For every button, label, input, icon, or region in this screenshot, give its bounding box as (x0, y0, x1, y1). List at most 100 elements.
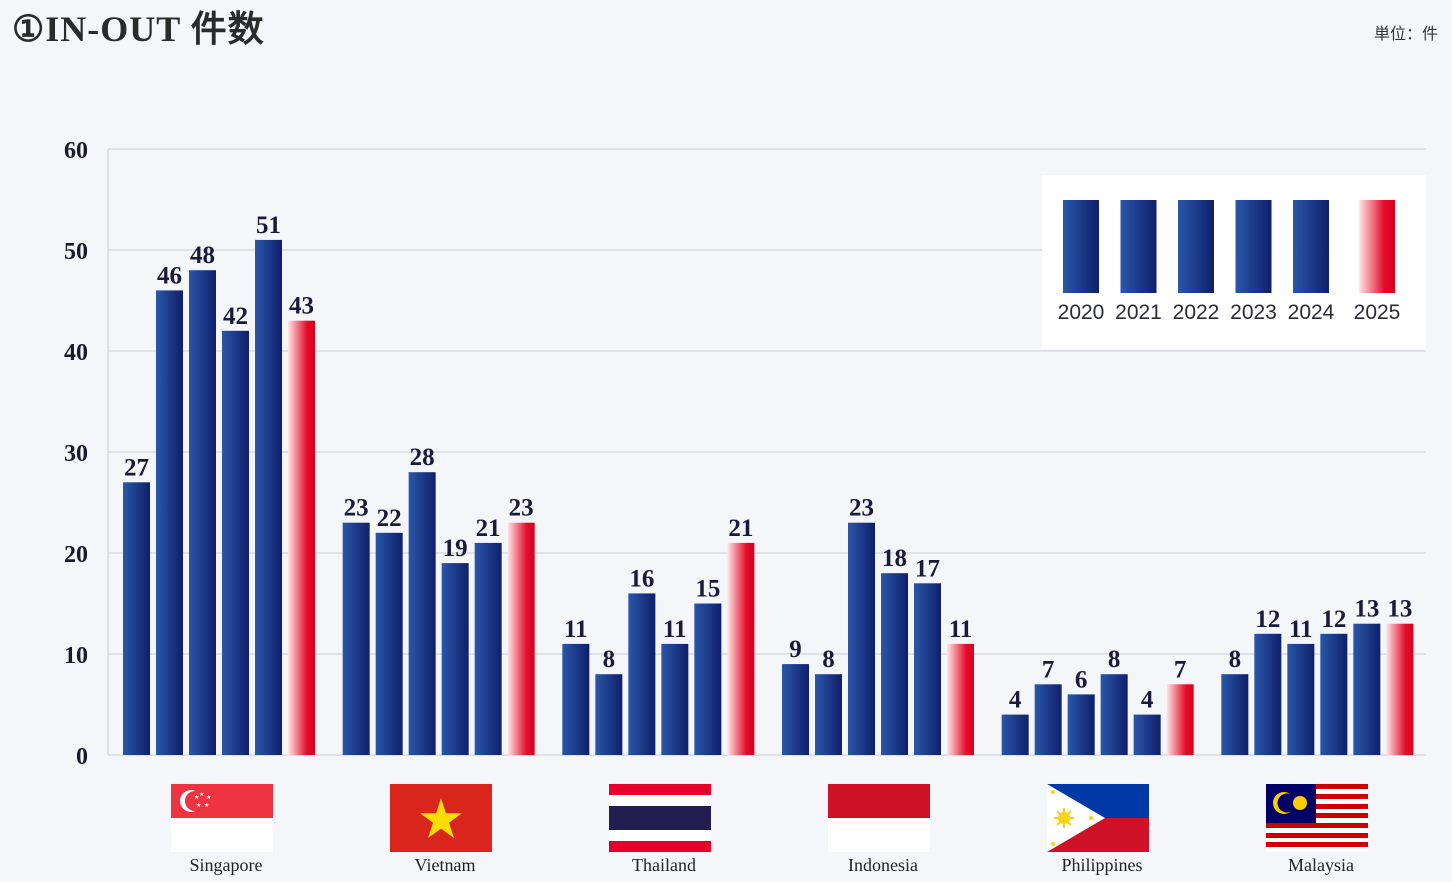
data-label: 21 (476, 515, 501, 542)
data-label: 48 (190, 242, 215, 269)
bar-singapore-2025 (288, 320, 315, 755)
data-label: 16 (629, 565, 654, 592)
data-label: 13 (1387, 596, 1412, 623)
country-label-singapore: Singapore (189, 855, 263, 875)
grid-lines (107, 148, 1426, 756)
data-label: 21 (728, 515, 753, 542)
legend-label-2024: 2024 (1288, 301, 1335, 324)
y-axis-labels: 0 10 20 30 40 50 60 (64, 138, 88, 770)
data-label: 27 (124, 454, 149, 481)
legend-swatch-2020 (1063, 200, 1099, 293)
unit-label: 単位：件 (1373, 26, 1438, 43)
bar-philippines-2022 (1067, 694, 1095, 755)
data-label: 15 (695, 576, 720, 603)
bar-malaysia-2022 (1287, 643, 1315, 755)
country-label-malaysia: Malaysia (1288, 855, 1354, 875)
data-label: 22 (377, 505, 402, 532)
y-tick-label: 30 (64, 441, 88, 467)
data-label: 51 (256, 212, 281, 239)
legend-label-2022: 2022 (1173, 301, 1220, 324)
bar-malaysia-2023 (1320, 633, 1348, 755)
y-tick-label: 40 (64, 340, 88, 366)
svg-text:★: ★ (204, 802, 209, 809)
data-label: 43 (289, 293, 314, 320)
data-label: 11 (663, 616, 687, 643)
data-label: 9 (789, 636, 802, 663)
legend-swatch-2022 (1178, 200, 1214, 293)
thailand-flag-icon (609, 784, 711, 852)
bar-thailand-2025 (727, 542, 755, 755)
y-tick-label: 20 (64, 542, 88, 568)
bar-vietnam-2025 (507, 522, 535, 755)
bar-indonesia-2020 (782, 664, 809, 755)
svg-text:★: ★ (206, 794, 211, 801)
data-label: 11 (949, 616, 973, 643)
legend-swatch-2021 (1120, 200, 1157, 293)
legend: 2020 2021 2022 2023 2024 2025 (1042, 175, 1426, 349)
bar-vietnam-2024 (474, 542, 502, 755)
malaysia-flag-icon (1266, 784, 1368, 852)
data-label: 6 (1075, 666, 1088, 693)
bar-vietnam-2021 (375, 532, 403, 755)
bar-philippines-2024 (1133, 714, 1161, 755)
data-label: 8 (1108, 646, 1121, 673)
data-label: 42 (223, 303, 248, 330)
bar-philippines-2021 (1034, 684, 1062, 755)
data-label: 12 (1321, 606, 1346, 633)
chart-title: ①IN-OUT 件数 (12, 9, 265, 49)
bar-indonesia-2025 (947, 643, 974, 755)
data-label: 7 (1174, 656, 1187, 683)
bar-thailand-2022 (628, 593, 656, 755)
legend-label-2025: 2025 (1354, 301, 1401, 324)
legend-label-2020: 2020 (1058, 301, 1105, 324)
bar-thailand-2021 (595, 674, 623, 755)
bar-indonesia-2022 (848, 522, 875, 755)
svg-text:★: ★ (196, 802, 201, 809)
bars (123, 239, 1414, 755)
bar-philippines-2023 (1100, 674, 1128, 755)
bar-thailand-2023 (661, 643, 689, 755)
y-tick-label: 60 (64, 138, 88, 164)
data-label: 28 (410, 444, 435, 471)
bar-indonesia-2023 (881, 573, 908, 755)
svg-text:★: ★ (194, 794, 199, 801)
data-label: 23 (344, 495, 369, 522)
data-label: 7 (1042, 656, 1055, 683)
bar-thailand-2024 (694, 603, 722, 755)
legend-swatch-2025 (1359, 200, 1395, 293)
data-label: 23 (509, 495, 534, 522)
data-label: 11 (564, 616, 588, 643)
country-label-philippines: Philippines (1061, 855, 1143, 875)
bar-malaysia-2025 (1386, 623, 1414, 755)
bar-vietnam-2020 (342, 522, 370, 755)
bar-malaysia-2024 (1353, 623, 1381, 755)
legend-swatch-2024 (1293, 200, 1329, 293)
bar-indonesia-2021 (815, 674, 842, 755)
country-label-thailand: Thailand (632, 855, 696, 875)
data-label: 23 (849, 495, 874, 522)
data-label: 18 (882, 545, 907, 572)
legend-swatch-2023 (1235, 200, 1272, 293)
data-label: 46 (157, 262, 182, 289)
country-label-vietnam: Vietnam (414, 855, 476, 875)
legend-label-2021: 2021 (1115, 301, 1162, 324)
bar-vietnam-2023 (441, 563, 469, 755)
bar-vietnam-2022 (408, 472, 436, 755)
data-label: 4 (1141, 687, 1154, 714)
bar-philippines-2025 (1166, 684, 1194, 755)
bar-singapore-2023 (222, 330, 249, 755)
philippines-flag-icon (1047, 784, 1149, 852)
data-label: 13 (1354, 596, 1379, 623)
country-label-indonesia: Indonesia (848, 855, 918, 875)
data-label: 4 (1009, 687, 1022, 714)
indonesia-flag-icon (828, 784, 930, 852)
bar-singapore-2022 (189, 270, 216, 755)
data-label: 8 (822, 646, 835, 673)
bar-thailand-2020 (562, 643, 590, 755)
bar-malaysia-2020 (1221, 674, 1249, 755)
data-label: 12 (1255, 606, 1280, 633)
bar-singapore-2021 (156, 290, 183, 755)
singapore-flag-icon: ★ ★★★★ (171, 784, 273, 852)
